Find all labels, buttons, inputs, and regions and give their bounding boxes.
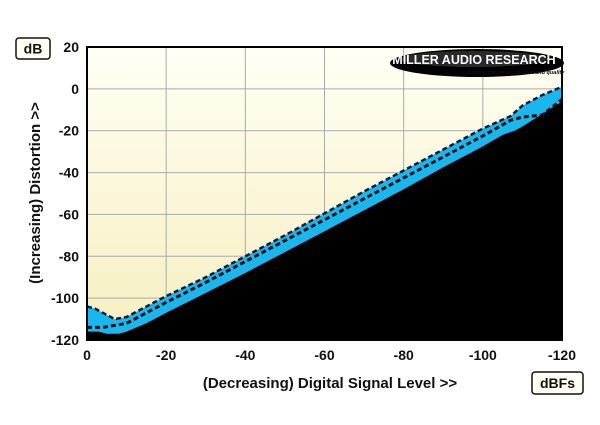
x-tick-labels: 0 -20 -40 -60 -80 -100 -120: [83, 347, 576, 363]
x-tick-label: 0: [83, 347, 91, 363]
logo-name: MILLER AUDIO RESEARCH: [392, 53, 555, 67]
miller-audio-research-logo: MILLER AUDIO RESEARCH Setting the measur…: [390, 49, 565, 77]
y-tick-label: -100: [51, 290, 79, 306]
y-tick-label: -40: [59, 165, 79, 181]
data-layer: [87, 85, 562, 340]
upper-dashed-curve: [87, 85, 562, 321]
noise-floor-area: [87, 101, 562, 340]
x-unit-box: dBFs: [531, 371, 584, 395]
x-tick-label: -40: [235, 347, 255, 363]
x-tick-label: -100: [469, 347, 497, 363]
y-tick-label: -80: [59, 248, 79, 264]
y-tick-label: -20: [59, 123, 79, 139]
x-unit-label: dBFs: [540, 375, 575, 391]
x-tick-label: -20: [156, 347, 176, 363]
x-tick-label: -120: [548, 347, 576, 363]
y-tick-label: -60: [59, 206, 79, 222]
x-axis-title: (Decreasing) Digital Signal Level >>: [203, 375, 457, 392]
x-tick-label: -80: [394, 347, 414, 363]
plot-border: [86, 46, 563, 341]
y-tick-label: 0: [71, 81, 79, 97]
y-tick-label: -120: [51, 332, 79, 348]
y-axis-title: (Increasing) Distortion >>: [27, 102, 44, 284]
y-unit-box: dB: [15, 37, 51, 60]
x-tick-label: -60: [314, 347, 334, 363]
y-tick-label: 20: [63, 39, 79, 55]
logo-tagline: Setting the measure of sound quality: [468, 70, 566, 76]
y-tick-labels: 20 0 -20 -40 -60 -80 -100 -120: [51, 39, 79, 348]
y-unit-label: dB: [24, 41, 43, 57]
